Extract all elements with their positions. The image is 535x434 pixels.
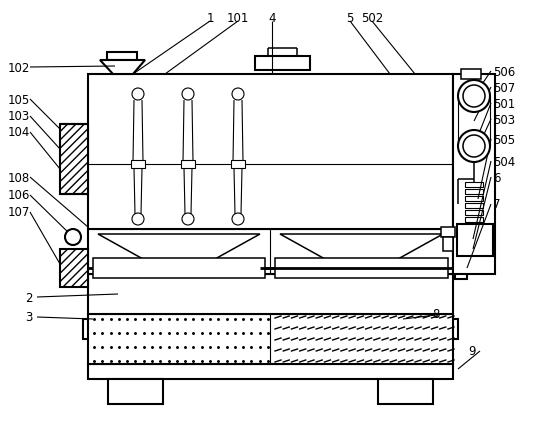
Bar — [181, 161, 195, 169]
Bar — [131, 161, 145, 169]
Bar — [465, 210, 483, 216]
Text: 5: 5 — [346, 11, 354, 24]
Bar — [443, 237, 453, 251]
Bar — [93, 258, 265, 278]
Bar — [275, 258, 448, 278]
Bar — [108, 379, 163, 404]
Text: 105: 105 — [8, 93, 30, 106]
Circle shape — [132, 214, 144, 226]
Text: 503: 503 — [493, 113, 515, 126]
Text: 6: 6 — [493, 171, 501, 184]
Text: 101: 101 — [227, 11, 249, 24]
Bar — [88, 75, 453, 230]
Bar — [465, 183, 483, 187]
Text: 3: 3 — [25, 311, 33, 324]
Text: 9: 9 — [468, 345, 476, 358]
Bar — [374, 261, 401, 275]
Circle shape — [232, 214, 244, 226]
Text: 505: 505 — [493, 133, 515, 146]
Circle shape — [182, 214, 194, 226]
Bar — [138, 261, 165, 275]
Circle shape — [232, 89, 244, 101]
Bar — [192, 261, 219, 275]
Bar — [165, 261, 192, 275]
Text: 506: 506 — [493, 66, 515, 78]
Circle shape — [463, 86, 485, 108]
Bar — [461, 70, 481, 80]
Circle shape — [65, 230, 81, 246]
Bar — [453, 75, 495, 274]
Circle shape — [458, 81, 490, 113]
Text: 7: 7 — [493, 198, 501, 211]
Circle shape — [182, 89, 194, 101]
Bar — [457, 224, 493, 256]
Polygon shape — [100, 61, 145, 75]
Bar — [231, 161, 245, 169]
Bar — [465, 197, 483, 201]
Bar — [320, 260, 403, 277]
Text: 103: 103 — [8, 110, 30, 123]
Text: 1: 1 — [207, 11, 214, 24]
Bar — [138, 260, 220, 277]
Bar — [441, 227, 455, 237]
Text: 504: 504 — [493, 155, 515, 168]
Polygon shape — [98, 234, 260, 260]
Bar — [88, 274, 453, 314]
Bar — [378, 379, 433, 404]
Text: 106: 106 — [8, 189, 30, 202]
Circle shape — [458, 131, 490, 163]
Bar — [88, 364, 453, 379]
Text: 502: 502 — [361, 11, 383, 24]
Bar — [448, 319, 458, 339]
Text: 8: 8 — [432, 308, 439, 321]
Text: 4: 4 — [268, 11, 276, 24]
Bar — [465, 190, 483, 194]
Text: 107: 107 — [8, 206, 30, 219]
Bar — [320, 261, 347, 275]
Circle shape — [132, 89, 144, 101]
Bar — [60, 125, 88, 194]
Text: 501: 501 — [493, 97, 515, 110]
Bar — [88, 314, 453, 364]
Bar — [88, 230, 453, 274]
Bar — [60, 250, 88, 287]
Bar — [455, 257, 467, 279]
Bar — [347, 261, 374, 275]
Bar — [465, 217, 483, 223]
Bar — [83, 319, 93, 339]
Text: 507: 507 — [493, 81, 515, 94]
Text: 102: 102 — [8, 61, 30, 74]
Bar — [465, 204, 483, 208]
Text: 104: 104 — [8, 126, 30, 139]
Polygon shape — [280, 234, 443, 260]
Text: 108: 108 — [8, 171, 30, 184]
Bar — [255, 57, 310, 71]
Text: 2: 2 — [25, 291, 33, 304]
Circle shape — [463, 136, 485, 158]
Bar — [107, 53, 137, 61]
